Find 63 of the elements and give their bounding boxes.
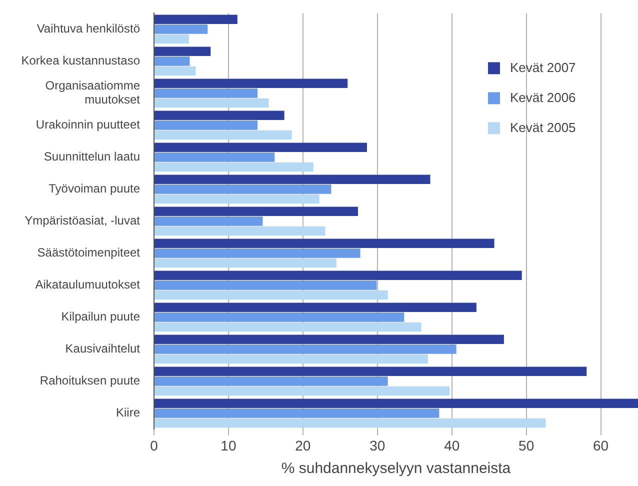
bar xyxy=(154,418,546,428)
bar xyxy=(154,334,504,344)
bar xyxy=(154,366,587,376)
y-tick-label: Työvoiman puute xyxy=(48,182,140,196)
bar xyxy=(154,120,258,130)
x-tick-label: 20 xyxy=(295,437,311,454)
bar xyxy=(154,78,348,88)
x-axis-title: % suhdannekyselyyn vastanneista xyxy=(281,460,512,478)
bar xyxy=(154,258,336,268)
bar xyxy=(154,110,284,120)
x-tick-label: 40 xyxy=(444,437,460,454)
bar xyxy=(154,24,208,34)
bar xyxy=(154,302,476,312)
x-tick-label: 60 xyxy=(592,437,609,454)
y-tick-label: Suunnittelun laatu xyxy=(44,150,140,164)
legend-label: Kevät 2006 xyxy=(510,90,576,105)
bar xyxy=(154,290,388,300)
y-tick-label: Rahoituksen puute xyxy=(40,374,140,388)
y-tick-label: Urakoinnin puutteet xyxy=(36,118,141,132)
x-tick-label: 0 xyxy=(150,437,158,454)
bar xyxy=(154,34,189,44)
bar xyxy=(154,162,314,172)
bar xyxy=(154,248,360,258)
bar xyxy=(154,88,258,98)
bar xyxy=(154,238,494,248)
y-tick-label: Kausivaihtelut xyxy=(65,342,141,356)
bar xyxy=(154,66,196,76)
x-tick-label: 30 xyxy=(370,437,386,454)
bar xyxy=(154,312,404,322)
bar xyxy=(154,386,450,396)
bar xyxy=(154,280,377,290)
y-tick-label: Säästötoimenpiteet xyxy=(37,246,141,260)
y-tick-label: Korkea kustannustaso xyxy=(21,54,140,68)
y-tick-label: Kilpailun puute xyxy=(61,310,140,324)
bar xyxy=(154,376,388,386)
bar xyxy=(154,184,332,194)
bar xyxy=(154,226,326,236)
bar xyxy=(154,142,367,152)
bar xyxy=(154,174,430,184)
y-tick-label: Organisaatiomme muutokset xyxy=(45,78,141,107)
bar xyxy=(154,206,358,216)
bar xyxy=(154,322,422,332)
x-tick-label: 50 xyxy=(518,437,534,454)
y-tick-label: Vaihtuva henkilöstö xyxy=(36,22,140,36)
legend-label: Kevät 2005 xyxy=(510,120,576,135)
bar xyxy=(154,46,211,56)
bar xyxy=(154,408,440,418)
bar xyxy=(154,354,428,364)
bar xyxy=(154,98,269,108)
bar xyxy=(154,130,292,140)
bar xyxy=(154,14,238,24)
legend-label: Kevät 2007 xyxy=(510,60,576,75)
bar xyxy=(154,344,456,354)
bar xyxy=(154,56,190,66)
y-tick-label: Kiire xyxy=(116,406,140,420)
y-tick-label: Aikataulumuutokset xyxy=(35,278,141,292)
bar xyxy=(154,194,320,204)
y-tick-label: Ympäristöasiat, -luvat xyxy=(24,214,141,228)
bar xyxy=(154,216,263,226)
bar xyxy=(154,270,522,280)
bar xyxy=(154,152,275,162)
bar xyxy=(154,398,638,408)
x-tick-label: 10 xyxy=(220,437,236,454)
